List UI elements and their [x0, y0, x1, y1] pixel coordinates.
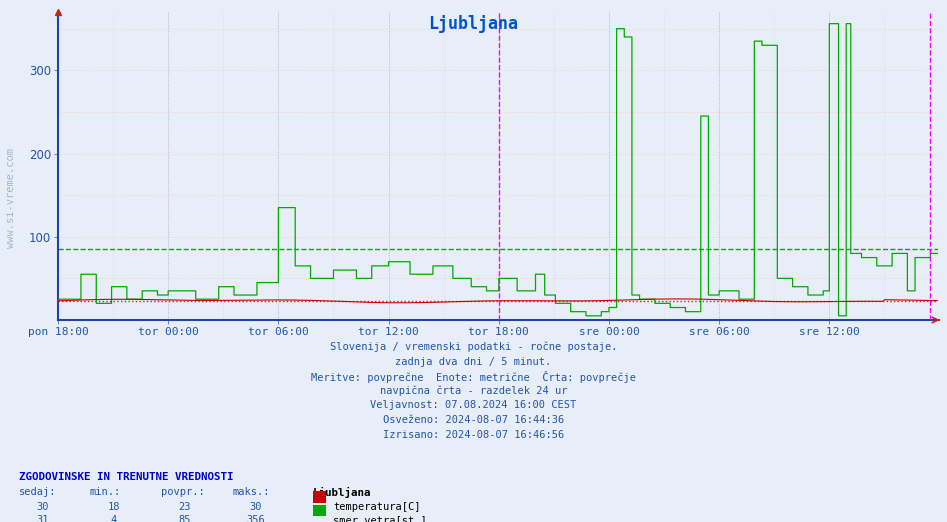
Text: temperatura[C]: temperatura[C] [333, 502, 420, 512]
Text: maks.:: maks.: [232, 487, 270, 497]
Text: www.si-vreme.com: www.si-vreme.com [7, 148, 16, 248]
Text: Izrisano: 2024-08-07 16:46:56: Izrisano: 2024-08-07 16:46:56 [383, 430, 564, 440]
Text: 30: 30 [36, 502, 49, 512]
Text: 30: 30 [249, 502, 262, 512]
Text: Ljubljana: Ljubljana [428, 15, 519, 32]
Text: Meritve: povprečne  Enote: metrične  Črta: povprečje: Meritve: povprečne Enote: metrične Črta:… [311, 371, 636, 383]
Text: navpična črta - razdelek 24 ur: navpična črta - razdelek 24 ur [380, 386, 567, 396]
Text: Veljavnost: 07.08.2024 16:00 CEST: Veljavnost: 07.08.2024 16:00 CEST [370, 400, 577, 410]
Text: sedaj:: sedaj: [19, 487, 57, 497]
Text: 356: 356 [246, 515, 265, 522]
Text: Slovenija / vremenski podatki - ročne postaje.: Slovenija / vremenski podatki - ročne po… [330, 342, 617, 352]
Text: 18: 18 [107, 502, 120, 512]
Text: Ljubljana: Ljubljana [313, 487, 371, 498]
Text: zadnja dva dni / 5 minut.: zadnja dva dni / 5 minut. [396, 357, 551, 366]
Text: povpr.:: povpr.: [161, 487, 205, 497]
Text: ZGODOVINSKE IN TRENUTNE VREDNOSTI: ZGODOVINSKE IN TRENUTNE VREDNOSTI [19, 472, 234, 482]
Text: Osveženo: 2024-08-07 16:44:36: Osveženo: 2024-08-07 16:44:36 [383, 415, 564, 425]
Text: 31: 31 [36, 515, 49, 522]
Text: 4: 4 [111, 515, 116, 522]
Text: min.:: min.: [90, 487, 121, 497]
Text: 85: 85 [178, 515, 191, 522]
Text: smer vetra[st.]: smer vetra[st.] [333, 515, 427, 522]
Text: 23: 23 [178, 502, 191, 512]
